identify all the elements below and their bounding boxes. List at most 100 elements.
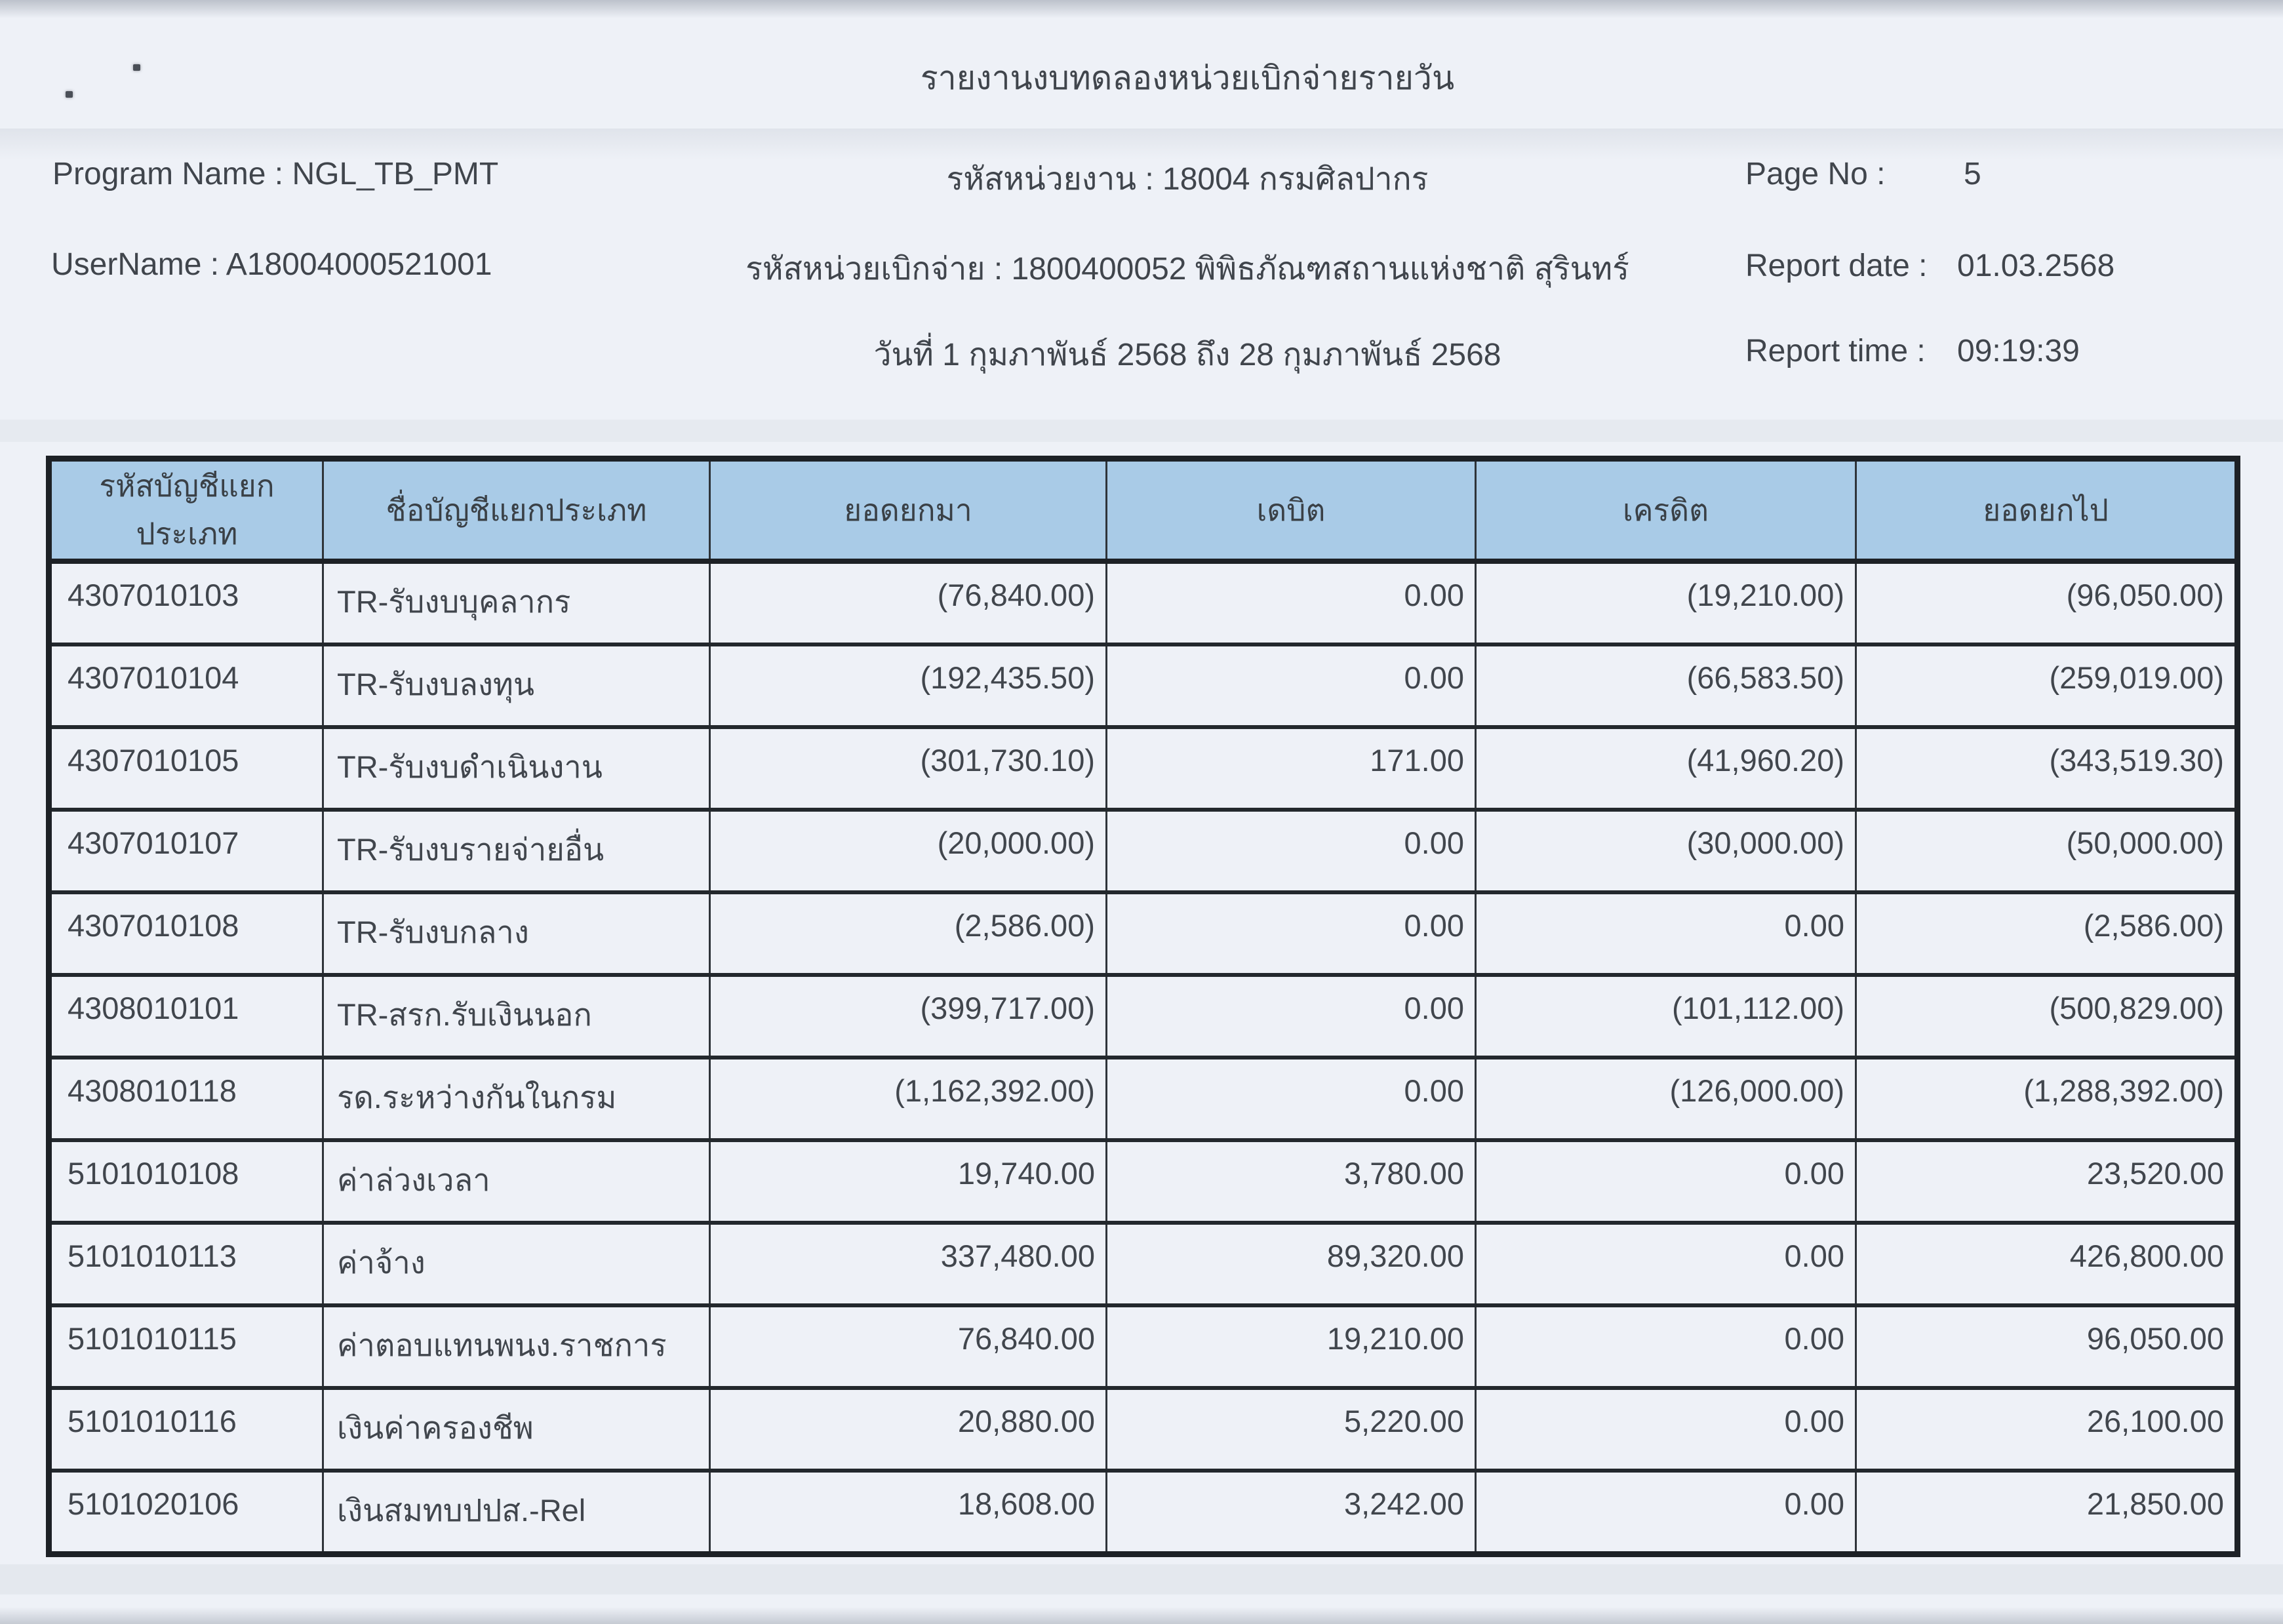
cell-ending-balance: (259,019.00) [1855,643,2238,729]
page-no-value: 5 [1964,157,1981,191]
cell-account-code: 4308010118 [48,1056,324,1142]
scan-artifact-band [0,0,2283,18]
table-row: 4307010107 TR-รับงบรายจ่ายอื่น (20,000.0… [48,808,2238,894]
cell-debit: 0.00 [1105,1056,1477,1142]
username-label: UserName : [51,247,220,282]
report-time-value: 09:19:39 [1957,334,2080,368]
scan-artifact-band [0,1607,2283,1624]
cell-account-code: 4307010104 [48,643,324,729]
cell-debit: 89,320.00 [1105,1221,1477,1307]
username-value: A18004000521001 [226,247,492,282]
cell-ending-balance: (50,000.00) [1855,808,2238,894]
cell-ending-balance: 96,050.00 [1855,1303,2238,1390]
table-row: 5101010115 ค่าตอบแทนพนง.ราชการ 76,840.00… [48,1303,2238,1390]
table-row: 4307010104 TR-รับงบลงทุน (192,435.50) 0.… [48,643,2238,729]
cell-debit: 0.00 [1105,973,1477,1060]
col-header-beginning-balance: ยอดยกมา [709,456,1107,564]
cell-account-name: เงินสมทบปปส.-Rel [322,1469,711,1556]
col-header-debit: เดบิต [1105,456,1477,564]
table-row: 4308010101 TR-สรก.รับเงินนอก (399,717.00… [48,973,2238,1060]
cell-credit: 0.00 [1475,1386,1857,1473]
cell-debit: 0.00 [1105,643,1477,729]
cell-credit: 0.00 [1475,890,1857,977]
cell-account-name: รด.ระหว่างกันในกรม [322,1056,711,1142]
cell-credit: (30,000.00) [1475,808,1857,894]
table-row: 5101010108 ค่าล่วงเวลา 19,740.00 3,780.0… [48,1138,2238,1225]
col-header-ending-balance: ยอดยกไป [1855,456,2238,564]
cell-credit: 0.00 [1475,1138,1857,1225]
table-row: 5101010113 ค่าจ้าง 337,480.00 89,320.00 … [48,1221,2238,1307]
program-name-label: Program Name : [52,157,284,191]
program-name-line: Program Name : NGL_TB_PMT [52,156,498,192]
cell-beginning-balance: (192,435.50) [709,643,1107,729]
cell-ending-balance: 23,520.00 [1855,1138,2238,1225]
report-time-label: Report time : [1745,334,1926,368]
cell-debit: 0.00 [1105,808,1477,894]
cell-credit: (66,583.50) [1475,643,1857,729]
cell-beginning-balance: (76,840.00) [709,559,1107,646]
cell-debit: 5,220.00 [1105,1386,1477,1473]
cell-beginning-balance: 76,840.00 [709,1303,1107,1390]
cell-beginning-balance: (1,162,392.00) [709,1056,1107,1142]
cell-ending-balance: 26,100.00 [1855,1386,2238,1473]
cell-debit: 0.00 [1105,559,1477,646]
table-body: 4307010103 TR-รับงบบุคลากร (76,840.00) 0… [48,559,2238,1556]
agency-code-line: รหัสหน่วยงาน : 18004 กรมศิลปากร [946,162,1429,197]
cell-account-name: ค่าจ้าง [322,1221,711,1307]
table-row: 4307010105 TR-รับงบดำเนินงาน (301,730.10… [48,725,2238,812]
cell-ending-balance: 426,800.00 [1855,1221,2238,1307]
trial-balance-table: รหัสบัญชีแยกประเภท ชื่อบัญชีแยกประเภท ยอ… [46,456,2240,1557]
col-header-credit: เครดิต [1475,456,1857,564]
cell-credit: 0.00 [1475,1303,1857,1390]
cell-account-code: 5101010108 [48,1138,324,1225]
cell-account-name: TR-รับงบรายจ่ายอื่น [322,808,711,894]
cell-account-code: 4307010107 [48,808,324,894]
scan-artifact-band [0,1564,2283,1594]
cell-account-name: TR-รับงบดำเนินงาน [322,725,711,812]
cell-debit: 19,210.00 [1105,1303,1477,1390]
cell-debit: 3,242.00 [1105,1469,1477,1556]
table-header-row: รหัสบัญชีแยกประเภท ชื่อบัญชีแยกประเภท ยอ… [48,456,2238,564]
table-row: 4307010108 TR-รับงบกลาง (2,586.00) 0.00 … [48,890,2238,977]
cell-account-code: 4307010108 [48,890,324,977]
cell-credit: (126,000.00) [1475,1056,1857,1142]
cell-beginning-balance: (2,586.00) [709,890,1107,977]
cell-ending-balance: (2,586.00) [1855,890,2238,977]
cell-account-name: TR-รับงบกลาง [322,890,711,977]
scan-artifact-band [0,420,2283,442]
cell-ending-balance: (1,288,392.00) [1855,1056,2238,1142]
table-row: 4308010118 รด.ระหว่างกันในกรม (1,162,392… [48,1056,2238,1142]
cell-account-name: ค่าล่วงเวลา [322,1138,711,1225]
cell-debit: 0.00 [1105,890,1477,977]
table-row: 5101010116 เงินค่าครองชีพ 20,880.00 5,22… [48,1386,2238,1473]
cell-beginning-balance: 18,608.00 [709,1469,1107,1556]
scan-artifact-speck [133,64,140,71]
scan-artifact-speck [66,91,73,98]
cell-account-code: 5101020106 [48,1469,324,1556]
cell-beginning-balance: (399,717.00) [709,973,1107,1060]
col-header-account-code: รหัสบัญชีแยกประเภท [48,456,324,564]
cell-account-code: 4307010103 [48,559,324,646]
report-date-label: Report date : [1745,248,1928,283]
cell-ending-balance: (500,829.00) [1855,973,2238,1060]
cell-beginning-balance: (20,000.00) [709,808,1107,894]
username-line: UserName : A18004000521001 [51,247,492,283]
report-title: รายงานงบทดลองหน่วยเบิกจ่ายรายวัน [920,60,1455,96]
cell-credit: 0.00 [1475,1221,1857,1307]
cell-account-name: เงินค่าครองชีพ [322,1386,711,1473]
cell-debit: 3,780.00 [1105,1138,1477,1225]
date-range-line: วันที่ 1 กุมภาพันธ์ 2568 ถึง 28 กุมภาพัน… [873,338,1501,372]
cell-beginning-balance: (301,730.10) [709,725,1107,812]
cell-debit: 171.00 [1105,725,1477,812]
cell-account-name: TR-รับงบลงทุน [322,643,711,729]
cell-account-code: 5101010113 [48,1221,324,1307]
cell-account-name: TR-สรก.รับเงินนอก [322,973,711,1060]
cell-account-code: 5101010116 [48,1386,324,1473]
cell-account-code: 5101010115 [48,1303,324,1390]
cell-credit: (101,112.00) [1475,973,1857,1060]
cell-credit: 0.00 [1475,1469,1857,1556]
cell-beginning-balance: 20,880.00 [709,1386,1107,1473]
program-name-value: NGL_TB_PMT [292,157,499,191]
cell-ending-balance: (343,519.30) [1855,725,2238,812]
